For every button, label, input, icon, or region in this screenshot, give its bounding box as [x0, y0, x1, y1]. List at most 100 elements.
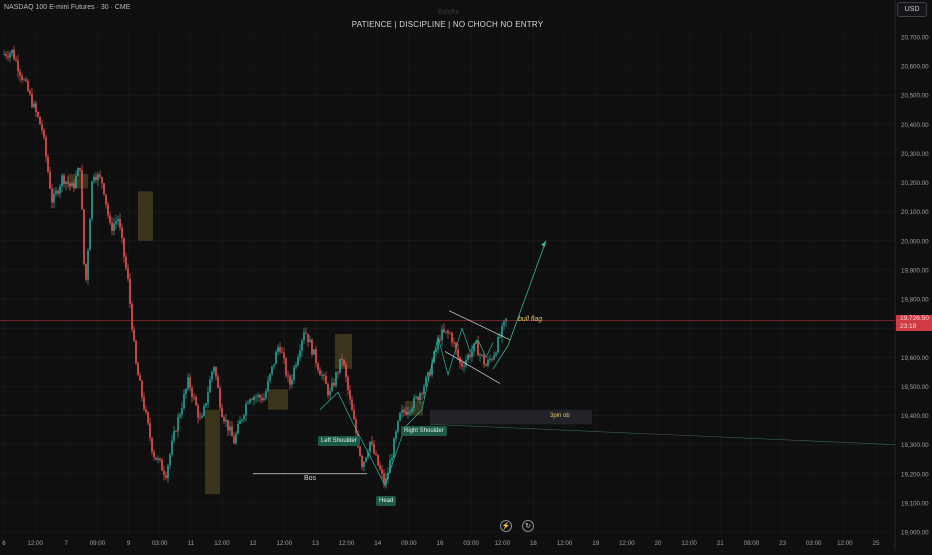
y-tick-label: 19,900.00 — [901, 267, 929, 274]
candle-body — [231, 426, 233, 437]
candle-body — [289, 376, 291, 385]
candle-body — [373, 443, 375, 454]
candle-body — [403, 409, 405, 413]
x-tick-label: 14 — [374, 540, 381, 547]
candle-body — [47, 156, 49, 172]
y-tick-label: 19,100.00 — [901, 500, 929, 507]
lightning-icon[interactable]: ⚡ — [500, 520, 512, 532]
candle-body — [275, 351, 277, 365]
y-tick-label: 19,500.00 — [901, 384, 929, 391]
candle-body — [153, 451, 155, 458]
candle-body — [229, 426, 231, 431]
candle-body — [281, 351, 283, 353]
candle-body — [313, 349, 315, 355]
x-tick-label: 03:00 — [806, 540, 822, 547]
candle-body — [43, 130, 45, 138]
candle-body — [9, 53, 11, 58]
candle-body — [165, 474, 167, 479]
candle-body — [41, 124, 43, 131]
x-tick-label: 12:00 — [681, 540, 697, 547]
last-price-badge: 19,726.50 23:18 — [896, 315, 932, 331]
candle-body — [483, 355, 485, 365]
candle-body — [385, 478, 387, 485]
candle-body — [431, 362, 433, 376]
candle-body — [221, 407, 223, 418]
candle-body — [455, 342, 457, 350]
x-tick-label: 23 — [779, 540, 786, 547]
x-tick-label: 25 — [873, 540, 880, 547]
candle-body — [49, 171, 51, 189]
candle-body — [197, 405, 199, 418]
candle-body — [59, 186, 61, 194]
y-tick-label: 20,000.00 — [901, 238, 929, 245]
candle-body — [51, 188, 53, 203]
candle-body — [173, 430, 175, 441]
candle-body — [407, 412, 409, 415]
right-shoulder-label: Right Shoulder — [401, 426, 447, 436]
candle-body — [97, 174, 99, 181]
candle-body — [87, 250, 89, 280]
candle-body — [349, 390, 351, 400]
candle-body — [17, 60, 19, 72]
x-tick-label: 12:00 — [339, 540, 355, 547]
candle-body — [439, 339, 441, 341]
candle-body — [95, 176, 97, 181]
candle-body — [467, 354, 469, 360]
bull-flag-label: bull flag — [518, 316, 543, 323]
candle-body — [169, 454, 171, 466]
candle-body — [79, 167, 81, 171]
candle-body — [331, 382, 333, 392]
candle-body — [245, 403, 247, 416]
candle-body — [389, 460, 391, 473]
candle-body — [267, 380, 269, 392]
replay-icon[interactable]: ↻ — [522, 520, 534, 532]
candle-body — [261, 397, 263, 401]
candle-body — [475, 340, 477, 344]
x-tick-label: 12:00 — [837, 540, 853, 547]
candle-body — [335, 372, 337, 386]
candle-body — [45, 137, 47, 157]
candle-body — [291, 379, 293, 385]
candle-body — [447, 331, 449, 334]
y-tick-label: 19,000.00 — [901, 530, 929, 537]
currency-button[interactable]: USD — [897, 2, 927, 17]
y-tick-label: 20,100.00 — [901, 209, 929, 216]
candle-body — [495, 352, 497, 356]
y-tick-label: 20,200.00 — [901, 180, 929, 187]
candle-body — [375, 453, 377, 455]
candle-body — [39, 116, 41, 125]
candle-body — [277, 347, 279, 352]
candle-body — [247, 402, 249, 404]
candle-body — [499, 336, 501, 338]
projection-arrowhead — [541, 240, 546, 247]
candle-body — [213, 367, 215, 372]
candle-body — [363, 461, 365, 467]
candle-body — [139, 375, 141, 381]
x-tick-label: 9 — [127, 540, 131, 547]
candle-body — [243, 415, 245, 420]
candle-body — [107, 204, 109, 216]
flag-zigzag — [461, 328, 494, 359]
candle-body — [249, 399, 251, 403]
candle-body — [473, 343, 475, 352]
candle-body — [257, 394, 259, 397]
candle-body — [469, 354, 471, 358]
flag-upper-line — [448, 310, 511, 341]
candle-body — [333, 382, 335, 386]
candle-body — [451, 333, 453, 343]
candle-body — [143, 397, 145, 410]
candle-body — [441, 329, 443, 341]
x-tick-label: 09:00 — [90, 540, 106, 547]
candle-body — [147, 412, 149, 424]
y-tick-label: 19,400.00 — [901, 413, 929, 420]
candle-body — [7, 56, 9, 58]
candle-body — [409, 411, 411, 413]
candle-body — [85, 263, 87, 280]
candle-body — [33, 103, 35, 108]
candle-body — [159, 458, 161, 460]
candle-body — [321, 375, 323, 376]
y-tick-label: 19,800.00 — [901, 297, 929, 304]
candle-body — [299, 350, 301, 358]
